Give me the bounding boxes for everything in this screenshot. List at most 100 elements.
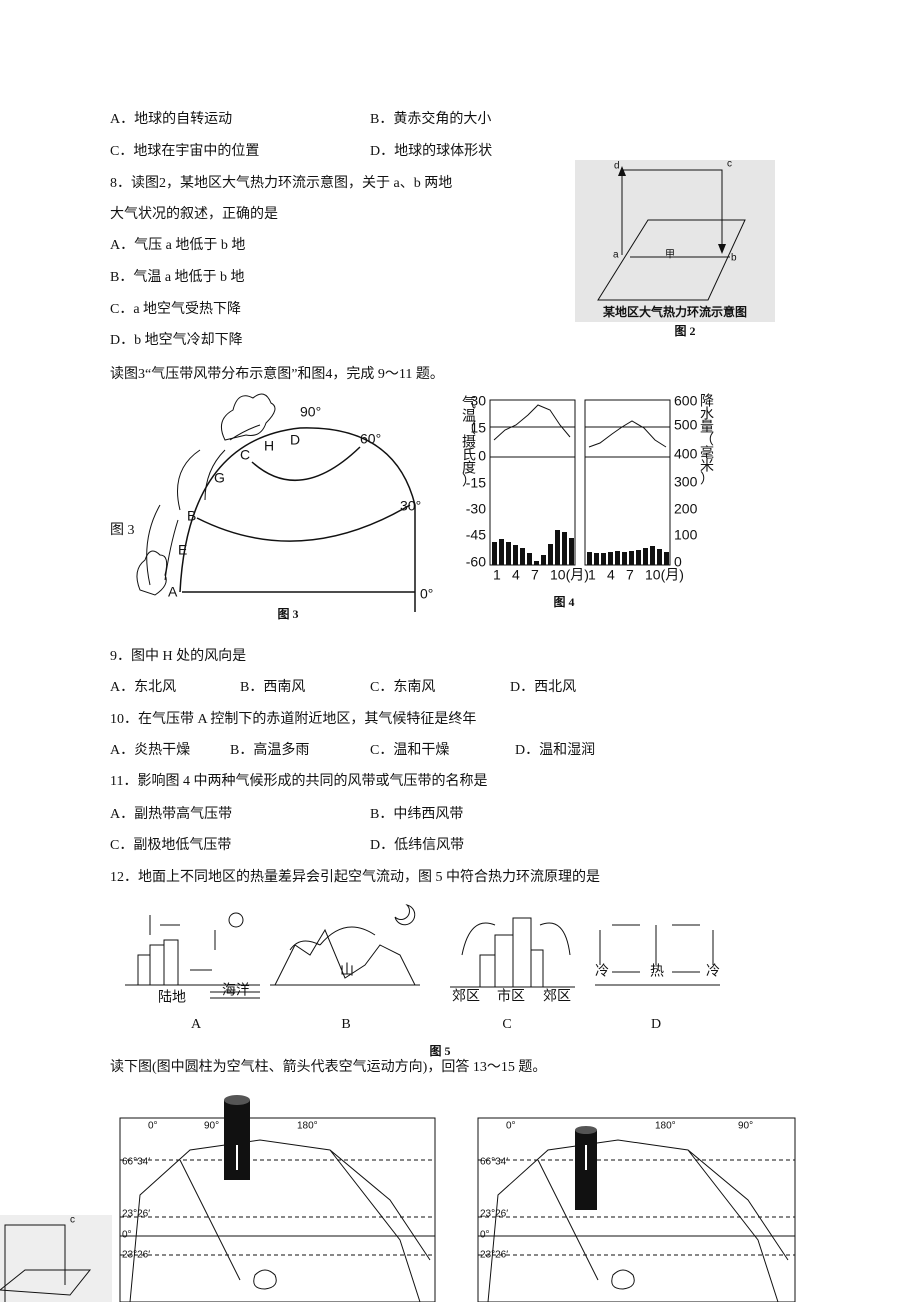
tick-label: 200 — [674, 501, 698, 517]
tick-label: 600 — [674, 393, 698, 409]
figure-shape — [137, 954, 151, 986]
label: D — [290, 432, 300, 448]
figure-caption: 图 5 — [429, 1044, 450, 1058]
figure-shape — [597, 219, 746, 301]
figure-shape — [129, 1139, 431, 1302]
figure-shape — [588, 420, 667, 448]
figure-shape — [520, 548, 525, 565]
option: B．西南风 — [240, 679, 305, 695]
label: G — [214, 470, 225, 486]
figure-number: 图 2 — [674, 324, 695, 338]
label: b — [731, 253, 737, 264]
x-label: 1 — [588, 567, 596, 583]
figure-shape — [664, 552, 669, 565]
figure-shape — [608, 552, 613, 565]
figure-shape — [489, 399, 576, 566]
figure-shape — [461, 922, 571, 956]
label: B — [187, 508, 196, 524]
label: c — [70, 1215, 75, 1226]
figure-shape — [527, 553, 532, 565]
label: A — [168, 584, 178, 600]
map-label: 180° — [655, 1121, 676, 1132]
figure-shape — [253, 1269, 277, 1290]
question-stem: 11．影响图 4 中两种气候形成的共同的风带或气压带的名称是 — [110, 773, 487, 789]
axis-title: 降 — [700, 393, 714, 409]
figure-caption: 图 4 — [553, 595, 574, 609]
tick-label: -45 — [466, 527, 486, 543]
label: 市区 — [497, 988, 525, 1004]
axis-title: 毫 — [700, 445, 714, 461]
figure-shape — [136, 550, 168, 596]
figure-5: 陆地 海洋 山 郊区 市区 郊区 冷 热 冷 A B C D 图 5 — [125, 904, 720, 1058]
figure-shape — [650, 546, 655, 565]
option: D．低纬信风带 — [370, 837, 464, 853]
map-label: 66°34′ — [122, 1157, 150, 1168]
tick-label: 0 — [674, 554, 682, 570]
figure-shape — [394, 904, 416, 926]
figure-shape — [493, 404, 571, 441]
label: 冷 — [595, 963, 609, 979]
option: C．温和干燥 — [370, 742, 449, 758]
figure-shape — [179, 427, 416, 612]
figure-shape — [274, 928, 416, 986]
figure-shape — [477, 1117, 796, 1302]
figure-shape — [228, 912, 244, 928]
label: d — [614, 161, 620, 172]
figure-caption: 图 3 — [277, 607, 298, 621]
figure-shape — [575, 160, 775, 322]
option: D．西北风 — [510, 679, 576, 695]
panel-letter: B — [341, 1017, 350, 1032]
figure-shape — [513, 545, 518, 565]
figure-shape — [499, 539, 504, 565]
map-label: 0° — [148, 1121, 158, 1132]
option: C．东南风 — [370, 679, 435, 695]
label: E — [178, 542, 187, 558]
x-label: 10(月) — [645, 567, 684, 583]
figure-shape — [146, 424, 261, 586]
question-stem: 9．图中 H 处的风向是 — [110, 648, 246, 664]
option: A．副热带高气压带 — [110, 805, 232, 822]
map-left: 0° 90° 180° 66°34′ 23°26′ 0° 23°26′ — [119, 1095, 436, 1302]
option: A．地球的自转运动 — [110, 111, 232, 127]
figure-shape — [4, 1224, 66, 1302]
figure-2: d c a 甲 b 某地区大气热力环流示意图 图 2 — [575, 159, 775, 338]
figure-shape — [220, 393, 276, 441]
figure-shape — [611, 1269, 635, 1290]
figure-shape — [163, 939, 179, 986]
figure-shape — [120, 1159, 435, 1256]
option: D．温和湿润 — [515, 742, 595, 758]
figure-caption: 某地区大气热力环流示意图 — [603, 304, 747, 319]
question-stem: 大气状况的叙述，正确的是 — [110, 205, 278, 222]
axis-title: 氏 — [462, 447, 476, 463]
figure-shape — [490, 426, 670, 458]
latitude-label: 0° — [420, 586, 433, 602]
map-label: 66°34′ — [480, 1157, 508, 1168]
figure-shape — [487, 1139, 789, 1302]
figure-shape — [618, 166, 626, 176]
x-label: 7 — [626, 567, 634, 583]
option: C．副极地低气压带 — [110, 837, 231, 853]
tick-label: 100 — [674, 527, 698, 543]
figure-shape — [555, 530, 560, 565]
label: C — [240, 447, 250, 463]
figure-shape — [512, 917, 532, 988]
figure-shape — [584, 399, 671, 566]
figure-shape — [479, 954, 496, 988]
label: 山 — [340, 962, 354, 978]
figure-shape — [718, 244, 726, 254]
x-label: 4 — [607, 567, 615, 583]
option: B．气温 a 地低于 b 地 — [110, 269, 245, 285]
map-label: 0° — [480, 1230, 490, 1241]
option: D．地球的球体形状 — [370, 143, 492, 159]
figure-shape — [506, 542, 511, 565]
map-label: 23°26′ — [480, 1209, 508, 1220]
figure-shape — [494, 934, 514, 988]
label: H — [264, 438, 274, 454]
figure-shape — [119, 1117, 436, 1302]
label: 郊区 — [543, 988, 571, 1004]
figure-shape — [601, 553, 606, 565]
x-label: 4 — [512, 567, 520, 583]
axis-title: ） — [462, 473, 476, 489]
map-label: 23°26′ — [480, 1250, 508, 1261]
figure-shape — [0, 1269, 92, 1296]
